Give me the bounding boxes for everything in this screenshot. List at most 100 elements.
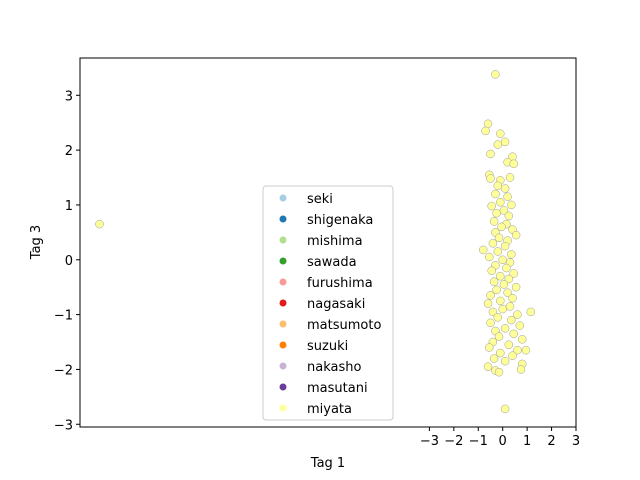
data-point bbox=[493, 181, 503, 191]
data-point bbox=[486, 149, 495, 159]
y-tick-label: −1 bbox=[54, 309, 73, 324]
data-point bbox=[504, 274, 514, 284]
data-point bbox=[515, 321, 525, 330]
data-point bbox=[95, 219, 104, 229]
data-point bbox=[493, 313, 503, 322]
legend-entry-label: nagasaki bbox=[307, 297, 365, 312]
data-point bbox=[489, 354, 499, 363]
legend-marker bbox=[279, 278, 287, 286]
data-point bbox=[483, 299, 493, 308]
data-point bbox=[494, 332, 504, 341]
data-point bbox=[496, 296, 505, 306]
data-point bbox=[496, 197, 505, 207]
x-tick-label: 3 bbox=[572, 434, 580, 449]
data-point bbox=[494, 367, 504, 377]
x-tick-label: −3 bbox=[420, 434, 439, 449]
data-point bbox=[502, 263, 511, 273]
legend-entry-label: nakasho bbox=[307, 360, 361, 375]
data-point bbox=[499, 206, 509, 215]
data-point bbox=[493, 247, 503, 256]
data-point bbox=[496, 271, 505, 281]
data-point bbox=[492, 285, 501, 295]
data-point bbox=[492, 208, 501, 218]
data-point bbox=[486, 318, 495, 328]
legend-marker bbox=[279, 383, 287, 391]
y-tick-label: 0 bbox=[65, 254, 73, 269]
legend-entry-label: suzuki bbox=[307, 339, 348, 354]
y-axis-ticks: −3 −2 −1 0 1 2 3 bbox=[54, 89, 80, 433]
data-point bbox=[504, 340, 514, 350]
data-point bbox=[509, 269, 518, 278]
data-point bbox=[494, 233, 504, 243]
legend-marker bbox=[279, 299, 287, 307]
data-point bbox=[496, 348, 505, 358]
data-point bbox=[505, 302, 515, 311]
data-point bbox=[500, 137, 510, 147]
data-point bbox=[486, 174, 495, 183]
data-point bbox=[499, 280, 509, 289]
legend-marker bbox=[279, 404, 287, 412]
data-point bbox=[509, 159, 518, 169]
legend-entry-label: shigenaka bbox=[307, 213, 373, 228]
data-point bbox=[503, 192, 512, 201]
data-point bbox=[500, 404, 510, 414]
y-tick-label: −2 bbox=[54, 363, 73, 378]
data-point bbox=[491, 70, 500, 79]
data-point bbox=[489, 277, 499, 286]
data-point bbox=[481, 126, 490, 136]
legend-marker bbox=[279, 320, 287, 328]
data-point bbox=[503, 288, 512, 297]
data-point bbox=[488, 307, 498, 317]
data-point bbox=[509, 329, 518, 339]
data-point bbox=[498, 304, 507, 314]
data-point bbox=[496, 129, 505, 138]
data-point bbox=[500, 324, 510, 333]
data-point bbox=[486, 291, 495, 300]
legend-frame bbox=[262, 185, 394, 421]
x-tick-label: 1 bbox=[523, 434, 531, 449]
data-point bbox=[497, 222, 506, 232]
data-point bbox=[498, 255, 507, 265]
x-tick-label: −1 bbox=[469, 434, 488, 449]
data-point bbox=[526, 307, 536, 317]
x-tick-label: 0 bbox=[499, 434, 507, 449]
data-point bbox=[491, 189, 500, 199]
legend-marker bbox=[279, 194, 287, 202]
data-point bbox=[500, 184, 510, 193]
data-point bbox=[478, 245, 488, 255]
data-point bbox=[489, 217, 499, 226]
legend-entry-label: furushima bbox=[307, 276, 373, 291]
y-tick-label: 1 bbox=[65, 199, 73, 214]
x-tick-label: 2 bbox=[547, 434, 555, 449]
x-tick-label: −2 bbox=[444, 434, 463, 449]
data-point bbox=[505, 173, 515, 182]
x-axis-ticks: −3 −2 −1 0 1 2 3 bbox=[420, 427, 580, 449]
data-point bbox=[488, 239, 498, 248]
legend-marker bbox=[279, 236, 287, 244]
data-point bbox=[507, 250, 516, 259]
data-point bbox=[500, 241, 510, 251]
y-tick-label: 2 bbox=[65, 144, 73, 159]
data-point bbox=[517, 335, 527, 344]
data-point bbox=[483, 119, 493, 129]
legend-marker bbox=[279, 341, 287, 349]
legend: seki shigenaka mishima sawada furushima nagas… bbox=[262, 185, 394, 421]
legend-entry-label: seki bbox=[307, 192, 333, 207]
data-point bbox=[513, 345, 522, 355]
data-point bbox=[483, 362, 493, 371]
legend-entry-label: sawada bbox=[307, 255, 357, 270]
data-point bbox=[511, 230, 521, 240]
legend-entry-label: matsumoto bbox=[307, 318, 381, 333]
x-axis-label: Tag 1 bbox=[310, 456, 345, 471]
y-tick-label: −3 bbox=[54, 418, 73, 433]
legend-marker bbox=[279, 215, 287, 223]
data-point bbox=[487, 201, 496, 211]
points-layer bbox=[95, 70, 536, 414]
y-tick-label: 3 bbox=[65, 89, 73, 104]
data-point bbox=[508, 293, 517, 303]
data-point bbox=[487, 266, 496, 275]
data-point bbox=[485, 252, 494, 262]
data-point bbox=[516, 365, 526, 374]
data-point bbox=[511, 282, 521, 292]
